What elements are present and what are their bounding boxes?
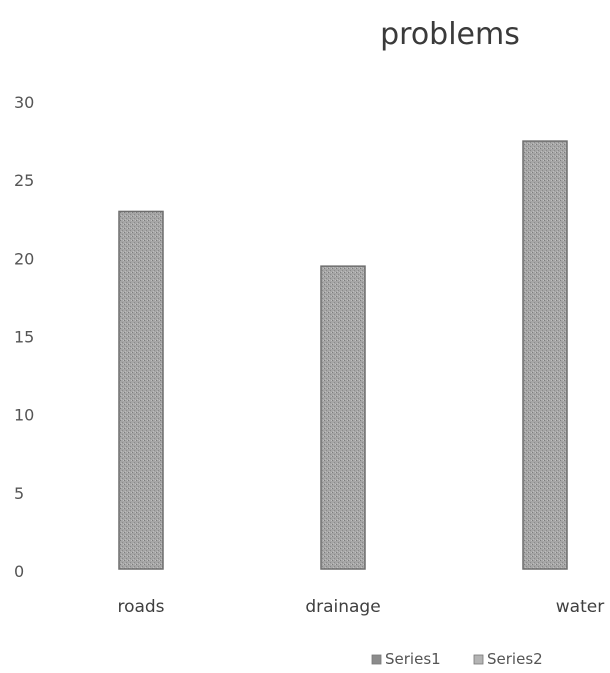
y-tick-label: 25 <box>14 171 34 190</box>
y-tick-label: 15 <box>14 328 34 347</box>
y-axis-ticks: 0 5 10 15 20 25 30 <box>14 93 34 581</box>
y-tick-label: 5 <box>14 484 24 503</box>
bars <box>118 140 568 570</box>
bar-water <box>522 140 568 570</box>
bar-drainage <box>320 265 366 570</box>
category-label-drainage: drainage <box>305 597 380 617</box>
legend: Series1 Series2 <box>371 650 543 668</box>
y-tick-label: 30 <box>14 93 34 112</box>
chart-title: problems <box>380 17 520 52</box>
y-tick-label: 10 <box>14 406 34 425</box>
bar-roads <box>118 210 164 570</box>
y-tick-label: 0 <box>14 562 24 581</box>
category-label-roads: roads <box>117 597 164 617</box>
category-labels: roads drainage water <box>117 597 604 617</box>
category-label-water: water <box>556 597 604 617</box>
y-tick-label: 20 <box>14 249 34 268</box>
legend-label-2: Series2 <box>487 650 543 668</box>
legend-swatch-2 <box>473 654 484 665</box>
legend-swatch-1 <box>371 654 382 665</box>
legend-label-1: Series1 <box>385 650 441 668</box>
